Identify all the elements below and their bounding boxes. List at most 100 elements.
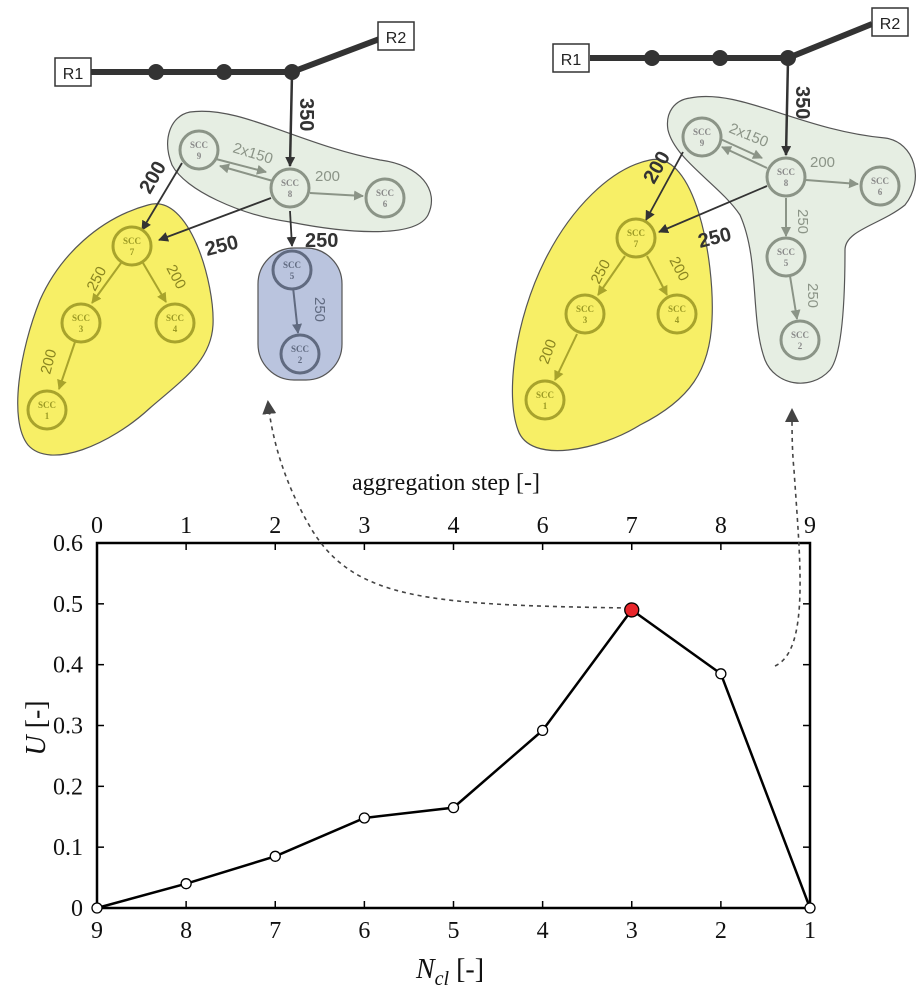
edge-7-3 [91,262,122,304]
highlight-point [624,602,640,618]
node-label: SCC [871,176,889,186]
flow-label-350: 350 [295,98,317,131]
flow-label-250: 250 [311,297,328,322]
node-number: 5 [784,258,789,268]
scc-node-1: SCC 1 [26,389,68,431]
top-tick-label: 2 [269,513,281,539]
scc-node-1: SCC 1 [524,379,566,421]
bottom-tick-label: 4 [537,918,549,944]
scc-node-6: SCC 6 [364,177,406,219]
data-point [804,902,816,914]
scc-node-9: SCC 9 [681,116,723,158]
scc-node-3: SCC 3 [564,293,606,335]
node-label: SCC [281,178,299,188]
edge-8-5 [286,210,297,247]
node-label: SCC [777,247,795,257]
top-tick-label: 9 [804,513,816,539]
x-axis-symbol: N [415,954,436,985]
node-label: SCC [693,127,711,137]
edge-9-7 [141,162,183,231]
bottom-tick-label: 7 [269,918,281,944]
node-number: 8 [784,178,789,188]
data-point [536,724,549,737]
node-number: 1 [543,401,548,411]
flow-label-250: 250 [305,230,338,252]
r2-box [377,21,415,51]
edge-8-9b [211,157,267,175]
y-tick-label: 0.6 [53,531,83,557]
top-tick-label: 8 [715,513,727,539]
scc-node-7: SCC 7 [111,225,153,267]
top-tick-label: 3 [358,513,370,539]
node-number: 8 [288,189,293,199]
edge-7-3 [597,255,626,296]
top-tick-label: 6 [537,513,549,539]
node-number: 2 [798,341,803,351]
connector-left [262,400,630,609]
edge-8-9b [715,136,763,159]
edge-8-9a [721,146,768,169]
data-series [91,602,816,914]
scc-node-7: SCC 7 [615,217,657,259]
connector-right [774,408,801,667]
road-junction [148,64,164,80]
chart: aggregation step [-] 0 1 2 3 4 6 7 8 9 0 0.1 0.2 0.… [21,400,816,988]
r2-box [871,7,909,37]
edge-8-6 [805,178,859,189]
node-label: SCC [123,236,141,246]
flow-label-250: 250 [804,283,821,308]
x-axis-unit: [-] [456,954,484,985]
flow-label-350: 350 [791,86,813,119]
flow-label-200: 200 [37,347,60,376]
edge-7-4 [646,255,668,296]
flow-label-200: 200 [810,154,835,171]
top-tick-label: 7 [626,513,638,539]
scc-node-2: SCC 2 [779,319,821,361]
node-number: 2 [298,355,303,365]
main-road-right [590,21,874,61]
main-road-left [90,35,384,75]
top-axis-label: aggregation step [-] [352,470,540,496]
scc-node-6: SCC 6 [859,165,901,207]
y-axis-ticks: 0 0.1 0.2 0.3 0.4 0.5 0.6 [53,531,810,922]
r1-label: R1 [63,66,84,83]
node-label: SCC [791,330,809,340]
road-junction [216,64,232,80]
node-number: 6 [878,187,883,197]
node-number: 5 [290,271,295,281]
top-axis-ticks: 0 1 2 3 4 6 7 8 9 [91,513,816,550]
data-point [715,668,727,680]
edge-3-1 [554,333,578,381]
y-tick-label: 0.3 [53,714,83,740]
node-number: 7 [634,239,639,249]
scc-node-3: SCC 3 [60,302,102,344]
bottom-tick-label: 9 [91,918,103,944]
scc-node-4: SCC 4 [656,293,698,335]
edge-8-6 [309,190,364,201]
node-label: SCC [291,344,309,354]
right-network-diagram: R1 R2 350 2x150 200 200 250 250 250 250 … [511,7,916,452]
node-label: SCC [72,313,90,323]
left-network-diagram: R1 R2 350 2x150 200 200 250 250 250 250 … [17,21,433,456]
top-tick-label: 4 [448,513,460,539]
edge-inflow-8 [781,59,792,156]
bottom-tick-label: 1 [804,918,816,944]
node-label: SCC [38,400,56,410]
edge-3-1 [57,341,76,390]
node-label: SCC [190,140,208,150]
node-number: 4 [173,324,178,334]
y-axis-label: U [-] [21,700,52,755]
node-label: SCC [668,304,686,314]
scc-node-2: SCC 2 [279,333,321,375]
bottom-tick-label: 3 [626,918,638,944]
data-point [91,902,103,914]
road-junction [780,50,796,66]
scc-node-4: SCC 4 [154,302,196,344]
edge-8-9a [219,163,274,182]
node-number: 7 [130,247,135,257]
data-point [358,812,371,824]
y-tick-label: 0.1 [53,835,83,861]
scc-node-5: SCC 5 [765,236,807,278]
node-number: 3 [79,324,84,334]
